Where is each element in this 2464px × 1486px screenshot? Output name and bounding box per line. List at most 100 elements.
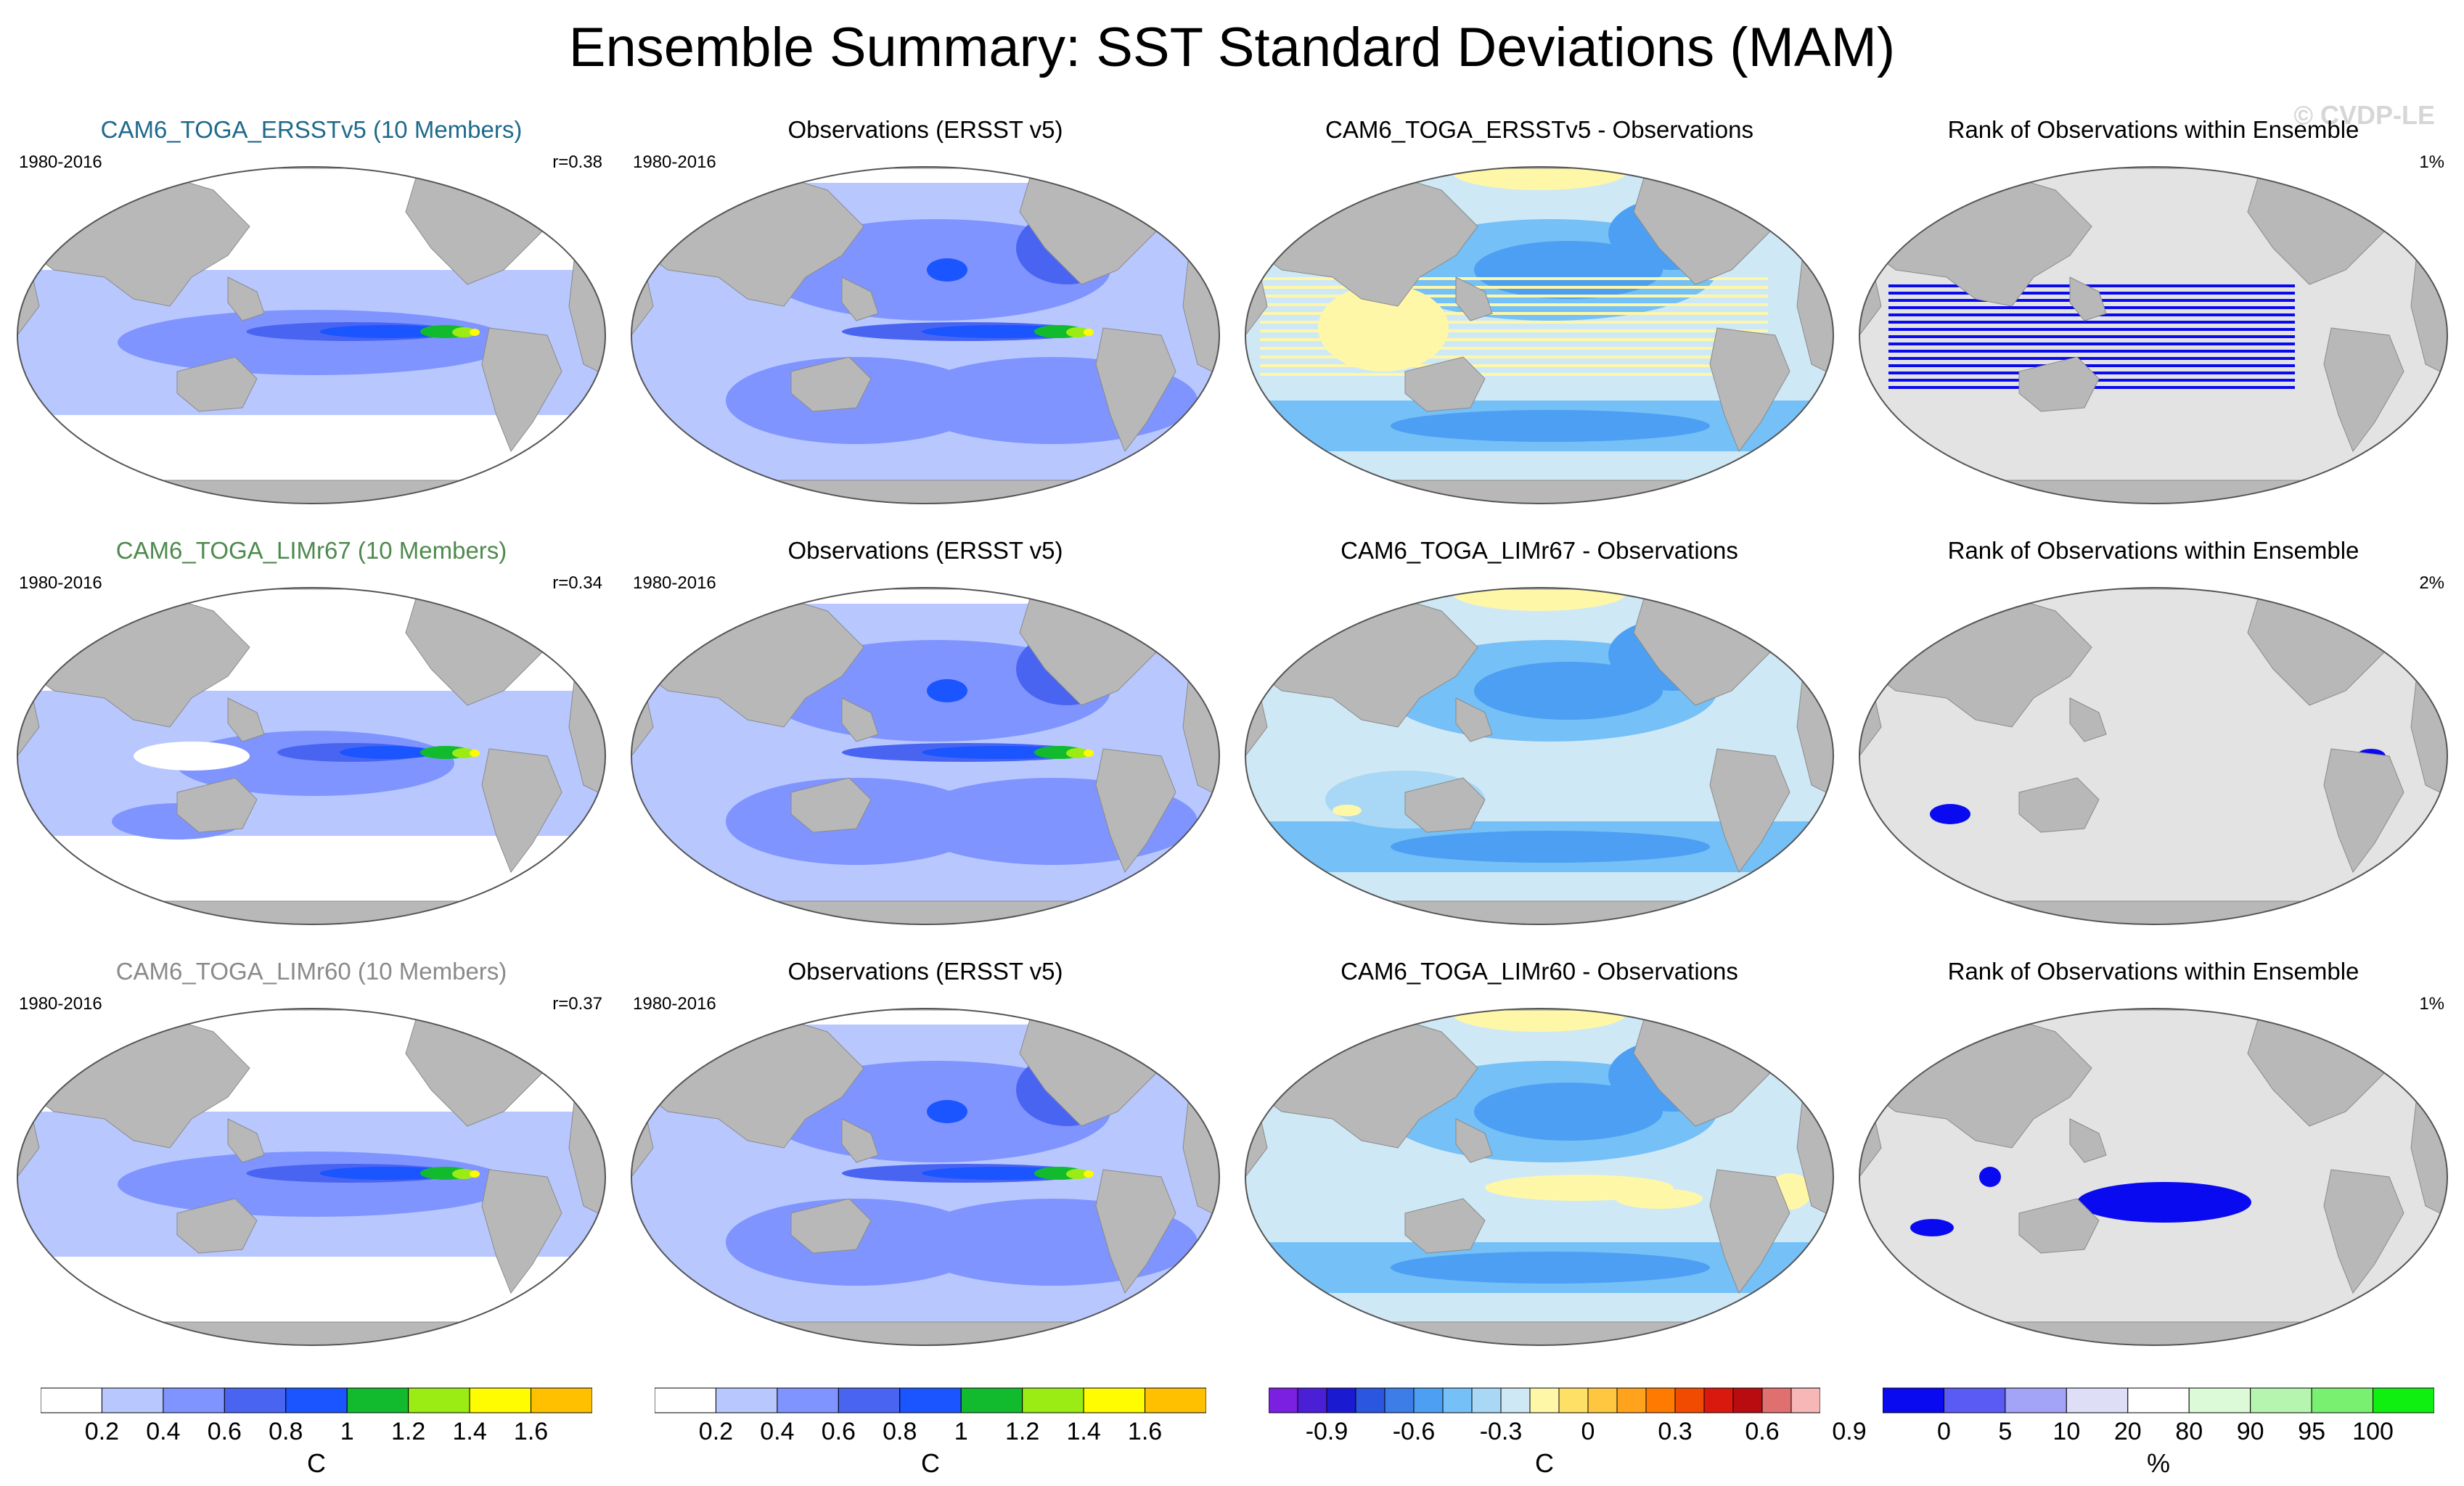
land-maritime — [2069, 1118, 2107, 1163]
land-australia — [790, 777, 872, 833]
stddev-enso-max — [1084, 1170, 1094, 1178]
land-south-america — [1095, 1169, 1176, 1294]
colorbar-box — [2066, 1387, 2129, 1413]
colorbar-tick-label: 0.2 — [84, 1418, 120, 1445]
map-border — [1245, 1008, 1834, 1346]
map-content — [1245, 588, 1833, 924]
panel-title: Observations (ERSST v5) — [787, 537, 1063, 564]
colorbar-box — [1703, 1387, 1734, 1413]
land-south-america — [2323, 1169, 2404, 1294]
colorbar-tick-label: 1.2 — [391, 1418, 426, 1445]
panel-row1-obs: Observations (ERSST v5) 1980-2016 — [624, 116, 1227, 522]
stddev-np-core — [927, 679, 967, 702]
colorbar-box — [224, 1387, 287, 1413]
panel-stat: 1% — [2419, 152, 2444, 172]
colorbar-box — [101, 1387, 164, 1413]
colorbar-tick-label: 100 — [2352, 1418, 2394, 1445]
land-south-america — [2323, 748, 2404, 874]
land-south-america — [1095, 748, 1176, 874]
diff-stripe — [1260, 303, 1768, 306]
colorbar-boxes — [655, 1387, 1206, 1413]
panel-period: 1980-2016 — [633, 152, 716, 172]
stddev-gap-west — [134, 742, 250, 771]
stddev-enso-max — [470, 329, 480, 336]
colorbar-box — [2188, 1387, 2251, 1413]
panel-row1-diff: CAM6_TOGA_ERSSTv5 - Observations — [1238, 116, 1841, 522]
land-maritime — [1455, 276, 1493, 321]
stddev-enso-max — [1084, 750, 1094, 757]
colorbar-box — [346, 1387, 409, 1413]
land-australia — [176, 1198, 258, 1254]
land-antarctica — [17, 900, 605, 924]
panel-stat: r=0.38 — [552, 152, 602, 172]
map-model — [17, 1008, 606, 1346]
land-maritime — [841, 697, 879, 742]
colorbar-box — [1790, 1387, 1820, 1413]
diff-arctic — [1452, 588, 1626, 611]
map-content — [631, 588, 1219, 924]
panel-title: Rank of Observations within Ensemble — [1947, 537, 2359, 564]
panel-row2-model: CAM6_TOGA_LIMr67 (10 Members) 1980-2016 r=… — [10, 537, 613, 943]
colorbar-tick-label: 0.3 — [1658, 1418, 1693, 1445]
map-rank — [1859, 1008, 2448, 1346]
map-content — [17, 167, 605, 504]
diff-arctic — [1452, 167, 1626, 190]
diff-east-pos — [1616, 1189, 1703, 1209]
panel-title: Observations (ERSST v5) — [787, 958, 1063, 985]
map-content — [1245, 167, 1833, 504]
panel-row1-rank: Rank of Observations within Ensemble 1% — [1852, 116, 2455, 522]
rank-low-indian — [1930, 804, 1970, 824]
panel-title: CAM6_TOGA_LIMr60 - Observations — [1341, 958, 1738, 985]
map-rank — [1859, 166, 2448, 504]
rank-low-stripe — [1888, 350, 2295, 353]
map-obs — [631, 1008, 1220, 1346]
colorbar-tick-label: 0.2 — [698, 1418, 734, 1445]
rank-low-stripe — [1888, 357, 2295, 360]
land-australia — [790, 356, 872, 412]
colorbar-box — [1269, 1387, 1298, 1413]
map-content — [1859, 588, 2447, 924]
colorbar-box — [1297, 1387, 1327, 1413]
stddev-enso-peak — [1066, 327, 1089, 337]
colorbar-box — [1558, 1387, 1589, 1413]
map-model — [17, 587, 606, 925]
stddev-enso-core — [340, 746, 435, 759]
diff-southern-core — [1391, 831, 1710, 863]
colorbar-tick-label: 0.6 — [821, 1418, 856, 1445]
colorbar-box — [1500, 1387, 1531, 1413]
colorbar-box — [1761, 1387, 1792, 1413]
colorbar-box — [469, 1387, 532, 1413]
land-australia — [176, 356, 258, 412]
colorbar-box — [285, 1387, 348, 1413]
stddev-enso-max — [470, 1170, 480, 1178]
colorbar-box — [1145, 1387, 1206, 1413]
land-maritime — [227, 1118, 265, 1163]
map-border — [1859, 1008, 2448, 1346]
rank-low-indian — [1910, 1219, 1954, 1236]
land-maritime — [841, 276, 879, 321]
panel-row3-rank: Rank of Observations within Ensemble 1% — [1852, 958, 2455, 1364]
map-obs — [631, 587, 1220, 925]
land-south-america — [481, 327, 562, 453]
land-maritime — [1455, 697, 1493, 742]
colorbar-tick-label: 90 — [2236, 1418, 2264, 1445]
colorbar-box — [1326, 1387, 1356, 1413]
land-maritime — [227, 276, 265, 321]
stddev-enso-core — [319, 325, 456, 338]
colorbar-tick-label: -0.6 — [1392, 1418, 1436, 1445]
colorbar-tick-label: 5 — [1998, 1418, 2013, 1445]
land-south-america — [481, 1169, 562, 1294]
colorbar-tick-label: 1 — [340, 1418, 354, 1445]
colorbar-box — [1355, 1387, 1386, 1413]
diff-southern-core — [1391, 1252, 1710, 1284]
panel-row2-rank: Rank of Observations within Ensemble 2% — [1852, 537, 2455, 943]
panel-title: CAM6_TOGA_ERSSTv5 - Observations — [1325, 116, 1753, 143]
land-south-america — [2323, 327, 2404, 453]
land-antarctica — [17, 1321, 605, 1345]
map-obs — [631, 166, 1220, 504]
rank-low-stripe — [1888, 321, 2295, 324]
stddev-enso-max — [1084, 329, 1094, 336]
land-australia — [176, 777, 258, 833]
diff-maritime — [1318, 284, 1449, 372]
map-border — [1859, 587, 2448, 925]
